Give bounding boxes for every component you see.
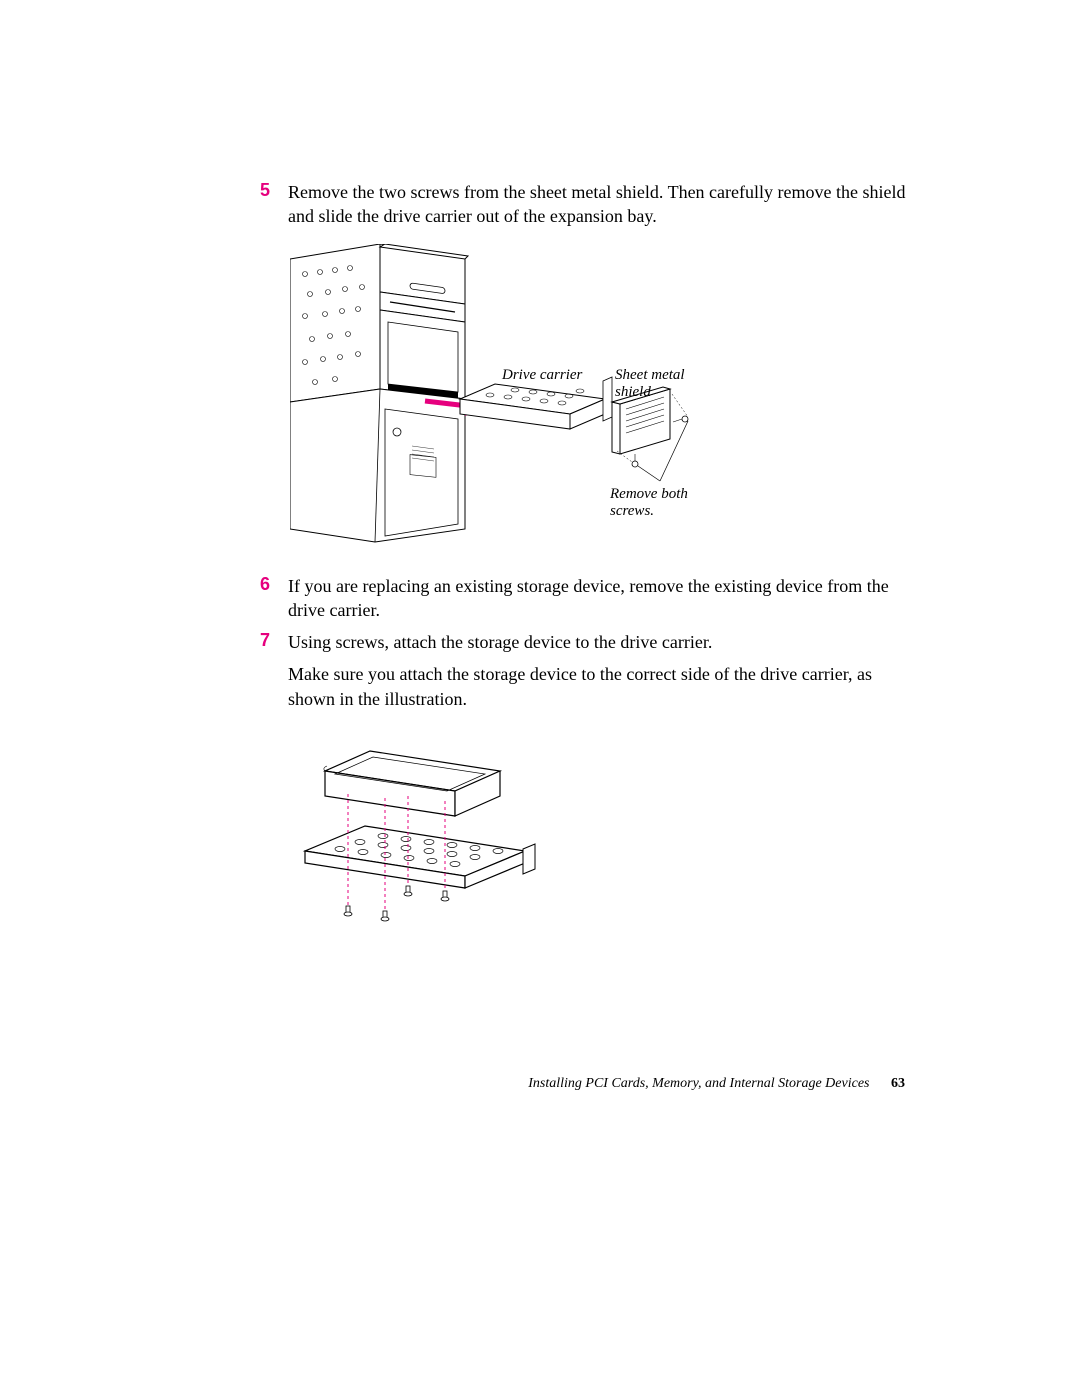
footer-page-number: 63 — [891, 1076, 905, 1091]
illustration-expansion-bay: Drive carrier Sheet metal shield Remove … — [290, 244, 710, 549]
continuation-text: Make sure you attach the storage device … — [288, 662, 920, 711]
step-6: 6 If you are replacing an existing stora… — [260, 574, 920, 623]
step-number: 7 — [260, 630, 288, 654]
illustration-drive-carrier-attach — [290, 726, 550, 946]
label-drive-carrier: Drive carrier — [502, 367, 582, 384]
step-text: Remove the two screws from the sheet met… — [288, 180, 920, 229]
step-5: 5 Remove the two screws from the sheet m… — [260, 180, 920, 229]
step-7: 7 Using screws, attach the storage devic… — [260, 630, 920, 654]
step-text: If you are replacing an existing storage… — [288, 574, 920, 623]
step-text: Using screws, attach the storage device … — [288, 630, 712, 654]
page-footer: Installing PCI Cards, Memory, and Intern… — [528, 1076, 905, 1092]
step-number: 5 — [260, 180, 288, 229]
footer-title: Installing PCI Cards, Memory, and Intern… — [528, 1076, 869, 1091]
step-number: 6 — [260, 574, 288, 623]
label-remove-screws: Remove both screws. — [610, 486, 710, 520]
label-sheet-metal-shield: Sheet metal shield — [615, 367, 710, 401]
